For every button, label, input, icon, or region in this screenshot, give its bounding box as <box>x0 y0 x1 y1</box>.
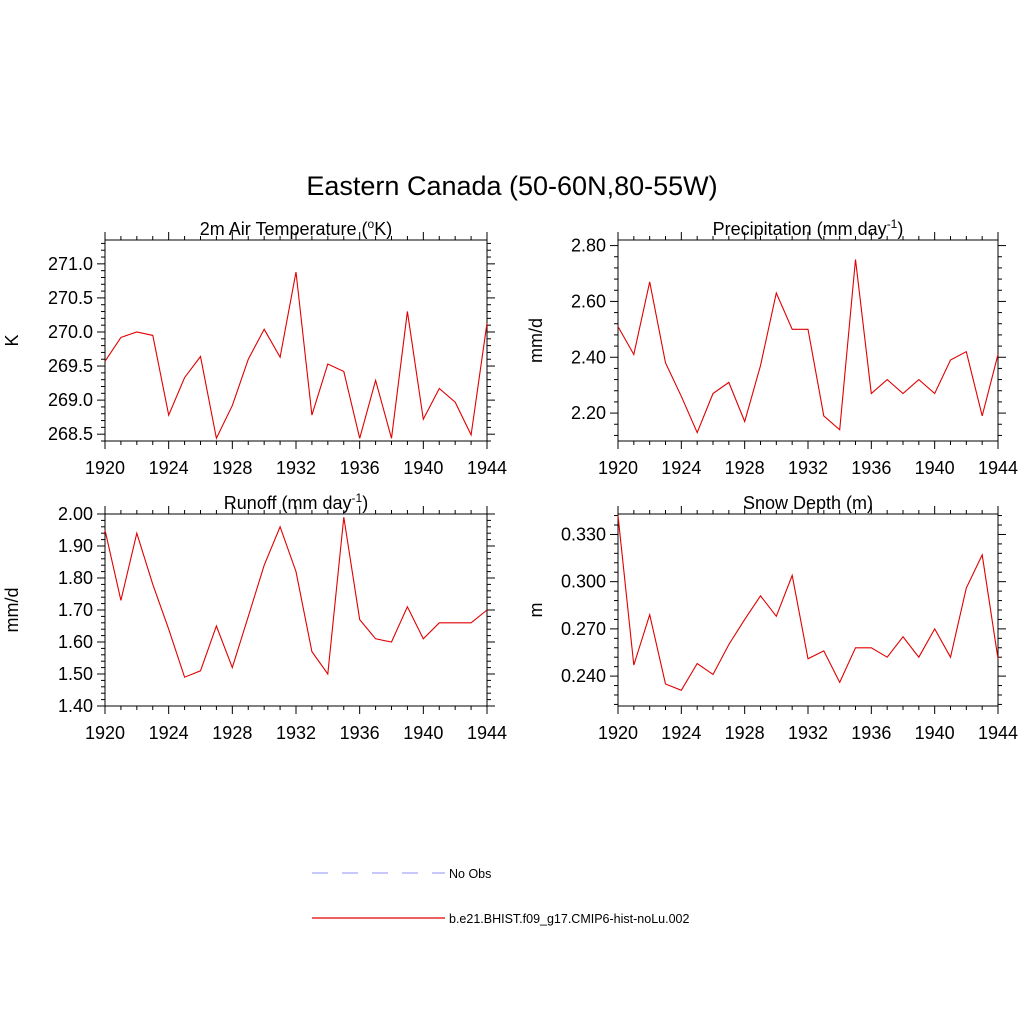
series-line <box>104 271 488 441</box>
y-tick-label: 1.80 <box>58 568 93 588</box>
y-axis-label: mm/d <box>526 318 546 363</box>
x-tick-label: 1924 <box>149 458 189 478</box>
x-tick-label: 1928 <box>212 458 252 478</box>
y-tick-label: 0.270 <box>561 619 606 639</box>
panel-2: Precipitation (mm day-1) mm/d 1920 1924 1928… <box>526 217 1018 478</box>
legend: No Obs b.e21.BHIST.f09_g17.CMIP6-hist-noL… <box>312 867 689 926</box>
panel-title-superscript: o <box>368 217 375 231</box>
y-tick-label: 269.0 <box>48 390 93 410</box>
y-tick-label: 1.90 <box>58 536 93 556</box>
y-tick-label: 1.60 <box>58 632 93 652</box>
panels: 2m Air Temperature (oK) K 1920 1924 1928 1932… <box>2 217 1018 743</box>
legend-label-2: b.e21.BHIST.f09_g17.CMIP6-hist-noLu.002 <box>449 912 689 926</box>
y-tick-label: 1.50 <box>58 664 93 684</box>
panel-title-main: Snow Depth (m) <box>743 493 873 513</box>
plot-frame <box>617 513 999 707</box>
x-tick-label: 1932 <box>788 458 828 478</box>
y-axis-label: K <box>2 334 22 346</box>
panel-4: Snow Depth (m) m 1920 1924 1928 1932 1936 1940 1… <box>526 493 1018 743</box>
panel-title-main: Runoff (mm day <box>224 493 352 513</box>
panel-title-tail: ) <box>897 219 903 239</box>
panel-title-tail: ) <box>362 493 368 513</box>
panel-title-superscript: -1 <box>887 217 898 231</box>
y-tick-label: 2.60 <box>571 291 606 311</box>
y-tick-label: 1.70 <box>58 600 93 620</box>
y-tick-label: 0.300 <box>561 572 606 592</box>
panel-title: Precipitation (mm day-1) <box>713 217 904 239</box>
x-tick-label: 1936 <box>851 723 891 743</box>
x-tick-label: 1920 <box>598 723 638 743</box>
x-tick-label: 1944 <box>978 723 1018 743</box>
y-tick-label: 2.20 <box>571 403 606 423</box>
panel-3: Runoff (mm day-1) mm/d 1920 1924 1928 1932 193… <box>2 491 507 743</box>
panel-title: Runoff (mm day-1) <box>224 491 368 513</box>
x-tick-label: 1932 <box>276 458 316 478</box>
y-axis-label: m <box>526 603 546 618</box>
x-tick-label: 1924 <box>661 723 701 743</box>
series-line <box>617 515 999 691</box>
plot-frame <box>104 239 488 442</box>
figure-title: Eastern Canada (50-60N,80-55W) <box>306 171 717 201</box>
x-tick-label: 1920 <box>85 723 125 743</box>
panel-title: Snow Depth (m) <box>743 493 873 513</box>
panel-title-tail: K) <box>374 219 392 239</box>
legend-label-1: No Obs <box>449 867 491 881</box>
panel-title: 2m Air Temperature (oK) <box>200 217 392 239</box>
x-tick-label: 1936 <box>340 723 380 743</box>
series-line <box>104 517 488 678</box>
plot-frame <box>617 239 999 442</box>
panel-title-main: 2m Air Temperature ( <box>200 219 368 239</box>
y-tick-label: 270.0 <box>48 322 93 342</box>
y-tick-label: 2.80 <box>571 236 606 256</box>
y-tick-label: 268.5 <box>48 424 93 444</box>
x-tick-label: 1924 <box>149 723 189 743</box>
x-tick-label: 1944 <box>467 458 507 478</box>
y-tick-label: 0.330 <box>561 524 606 544</box>
x-tick-label: 1928 <box>212 723 252 743</box>
x-tick-label: 1940 <box>915 723 955 743</box>
y-tick-label: 271.0 <box>48 254 93 274</box>
y-tick-label: 2.40 <box>571 347 606 367</box>
series-line <box>617 259 999 435</box>
x-tick-label: 1944 <box>978 458 1018 478</box>
y-tick-label: 0.240 <box>561 666 606 686</box>
x-tick-label: 1936 <box>340 458 380 478</box>
x-tick-label: 1932 <box>276 723 316 743</box>
y-tick-label: 270.5 <box>48 288 93 308</box>
x-tick-label: 1940 <box>403 458 443 478</box>
panel-1: 2m Air Temperature (oK) K 1920 1924 1928 1932… <box>2 217 507 478</box>
x-tick-label: 1936 <box>851 458 891 478</box>
x-tick-label: 1920 <box>85 458 125 478</box>
x-tick-label: 1928 <box>725 458 765 478</box>
x-tick-label: 1944 <box>467 723 507 743</box>
x-tick-label: 1920 <box>598 458 638 478</box>
x-tick-label: 1940 <box>403 723 443 743</box>
y-tick-label: 269.5 <box>48 356 93 376</box>
y-axis-label: mm/d <box>2 588 22 633</box>
panel-title-main: Precipitation (mm day <box>713 219 887 239</box>
x-tick-label: 1924 <box>661 458 701 478</box>
panel-title-superscript: -1 <box>352 491 363 505</box>
y-tick-label: 1.40 <box>58 696 93 716</box>
y-tick-label: 2.00 <box>58 504 93 524</box>
x-tick-label: 1928 <box>725 723 765 743</box>
x-tick-label: 1940 <box>915 458 955 478</box>
x-tick-label: 1932 <box>788 723 828 743</box>
